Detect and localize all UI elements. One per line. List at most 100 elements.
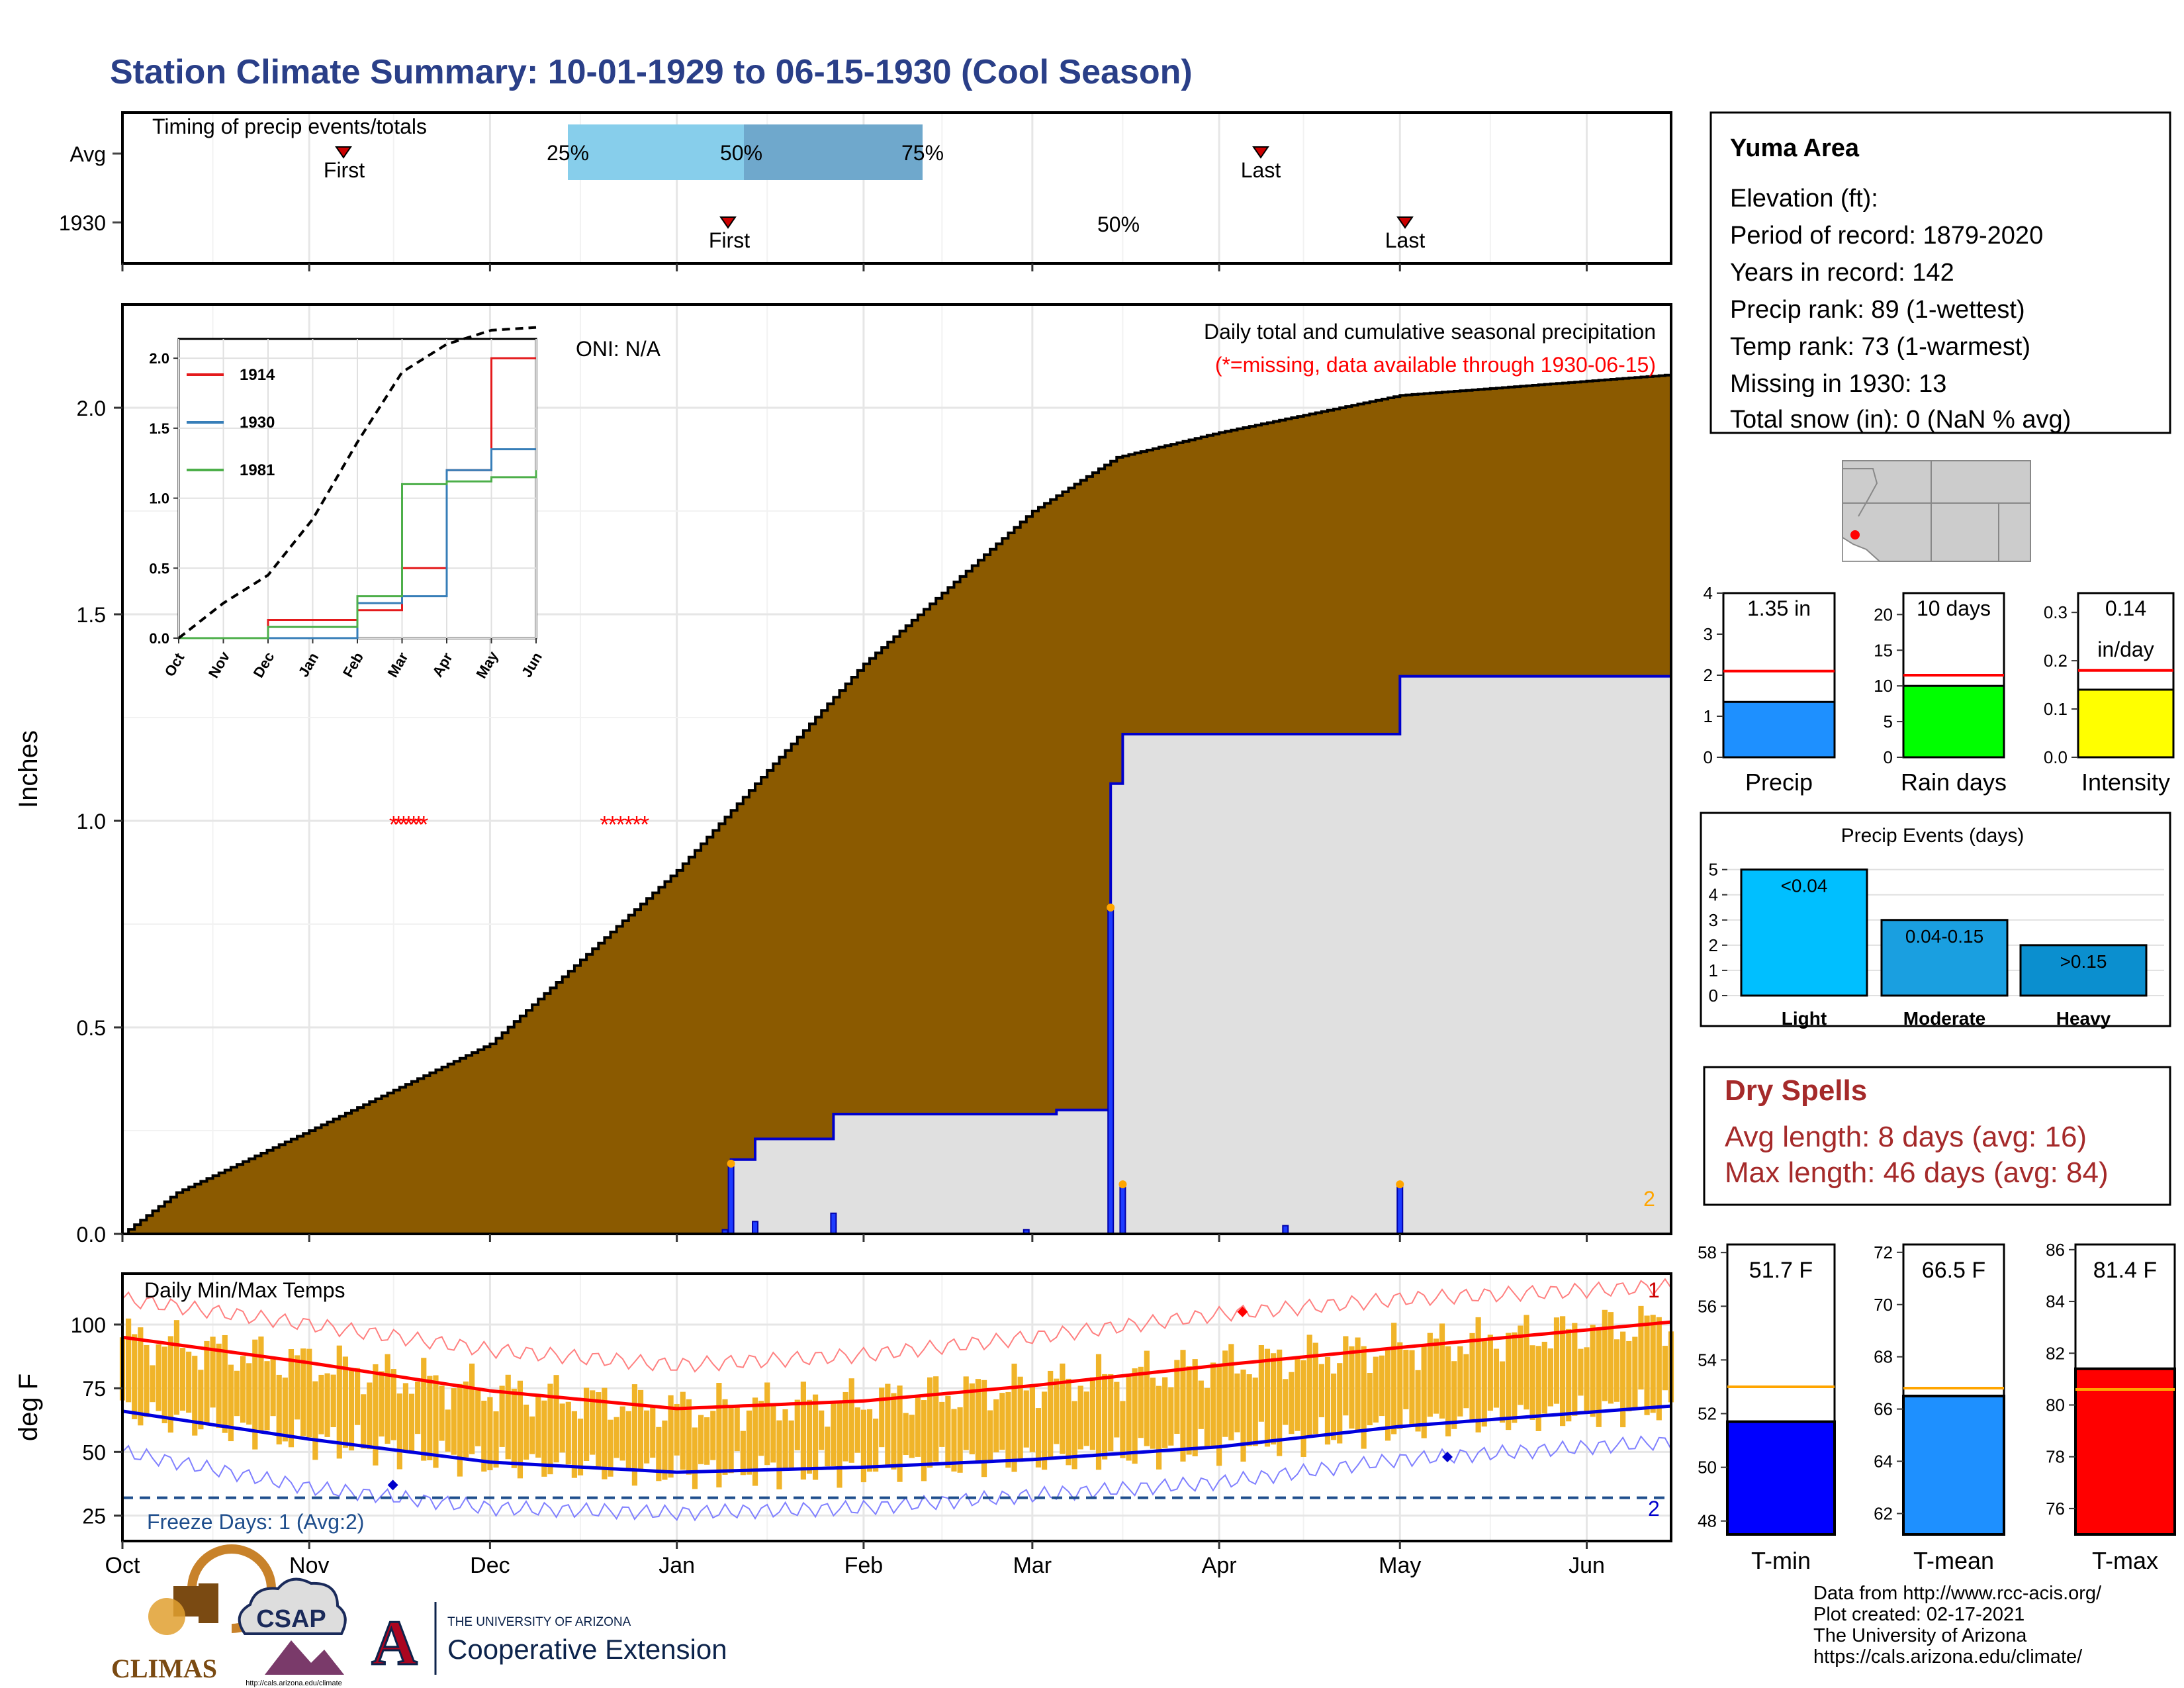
events-y-tick-label: 0 <box>1709 986 1718 1006</box>
inset-x-tick-label: Nov <box>205 648 234 680</box>
daily-temp-bar <box>1373 1356 1379 1423</box>
daily-temp-bar <box>837 1401 842 1488</box>
daily-temp-bar <box>1457 1346 1463 1417</box>
inset-legend-label: 1930 <box>240 414 275 432</box>
precip-events-chart: Precip Events (days) 0 1 2 3 4 5 <0.04 Light 0.0… <box>1700 812 2171 1029</box>
daily-temp-bar <box>1258 1344 1264 1422</box>
temp-ylabel: deg F <box>14 1374 43 1441</box>
quartile-25-label: 25% <box>547 141 589 165</box>
daily-temp-bar <box>565 1401 571 1465</box>
daily-temp-bar <box>1210 1362 1216 1448</box>
daily-temp-bar <box>173 1320 180 1415</box>
daily-temp-bar <box>1180 1350 1186 1462</box>
daily-temp-bar <box>728 1405 734 1474</box>
daily-temp-bar <box>873 1419 879 1472</box>
daily-temp-bar <box>1331 1373 1337 1440</box>
daily-temp-bar <box>1138 1366 1144 1438</box>
daily-temp-bar <box>1590 1325 1596 1417</box>
daily-temp-bar <box>1300 1360 1306 1457</box>
daily-temp-bar <box>1060 1363 1066 1454</box>
daily-temp-bar <box>288 1349 295 1448</box>
daily-temp-bar <box>842 1391 848 1462</box>
missing-marker: * <box>414 811 424 838</box>
daily-temp-bar <box>1095 1354 1102 1470</box>
avg-last-label: Last <box>1241 158 1281 182</box>
dry-spells-avg: Avg length: 8 days (avg: 16) <box>1725 1121 2087 1153</box>
x-tick-label: Apr <box>1202 1553 1237 1578</box>
total-snow: Total snow (in): 0 (NaN % avg) <box>1730 406 2071 434</box>
daily-temp-bar <box>186 1351 192 1413</box>
daily-temp-bar <box>379 1371 385 1437</box>
inset-y-tick-label: 1.0 <box>149 491 169 507</box>
quartile-1930-label: 50% <box>1097 212 1140 236</box>
footer-line-2: Plot created: 02-17-2021 <box>1813 1604 2025 1625</box>
daily-temp-bar <box>758 1401 764 1456</box>
timing-panel-border <box>121 111 1672 265</box>
precip-panel-border <box>121 303 1672 1235</box>
daily-temp-bar <box>933 1376 939 1462</box>
daily-temp-bar <box>511 1388 517 1468</box>
daily-temp-bar <box>746 1410 752 1475</box>
footer-credits: Data from http://www.rcc-acis.org/ Plot … <box>1813 1583 2102 1667</box>
temp-y-tick-label: 68 <box>1874 1347 1893 1367</box>
daily-temp-bar <box>848 1378 854 1463</box>
daily-temp-bar <box>1005 1391 1011 1468</box>
x-tick-label: Jan <box>659 1553 695 1578</box>
page-title: Station Climate Summary: 10-01-1929 to 0… <box>110 53 1193 91</box>
climas-logo: CLIMAS <box>111 1544 276 1683</box>
timing-panel: Timing of precip events/totals Avg 1930 … <box>59 111 1672 271</box>
temp-panel-title: Daily Min/Max Temps <box>144 1278 345 1302</box>
daily-temp-bar <box>608 1419 614 1477</box>
daily-temp-bar <box>1343 1336 1349 1416</box>
daily-temp-bar <box>674 1403 680 1456</box>
dry-spells-title: Dry Spells <box>1725 1074 1867 1107</box>
daily-temp-bar <box>161 1346 167 1424</box>
daily-temp-bar <box>306 1348 312 1438</box>
oni-label: ONI: N/A <box>576 337 661 361</box>
daily-temp-bar <box>999 1393 1005 1450</box>
years-in-record: Years in record: 142 <box>1730 259 1954 287</box>
temp-y-axis: 25 50 75 100 <box>71 1313 122 1528</box>
daily-temp-bar <box>1608 1312 1614 1404</box>
daily-temp-bar <box>1602 1309 1608 1401</box>
temp-y-tick-label: 84 <box>2046 1291 2065 1311</box>
x-tick-label: Jun <box>1569 1553 1605 1578</box>
daily-temp-bar <box>330 1374 336 1428</box>
daily-temp-bar <box>222 1335 228 1433</box>
y-tick-label: 0.5 <box>77 1016 106 1040</box>
daily-temp-bar <box>1584 1347 1590 1413</box>
daily-temp-bar <box>963 1376 969 1450</box>
daily-temp-bar <box>1620 1331 1626 1428</box>
daily-temp-bar <box>987 1410 993 1464</box>
daily-temp-bar <box>1066 1378 1071 1466</box>
inset-y-tick-label: 2.0 <box>149 350 169 367</box>
daily-temp-bar <box>716 1383 722 1487</box>
inset-x-tick-label: Apr <box>429 649 456 680</box>
daily-precip-bar <box>830 1212 837 1235</box>
timing-xticks <box>121 263 1588 271</box>
record-low-line <box>122 1435 1672 1522</box>
daily-temp-bar <box>1114 1382 1120 1438</box>
temp-y-tick-label: 66 <box>1874 1399 1893 1419</box>
daily-temp-bar <box>885 1383 891 1468</box>
summary-value-text: 1.35 in <box>1747 596 1811 620</box>
daily-temp-bar <box>1566 1329 1572 1422</box>
daily-temp-bar <box>831 1401 837 1466</box>
daily-temp-bar <box>698 1415 704 1464</box>
daily-temp-bar <box>1451 1361 1457 1429</box>
daily-temp-bar <box>993 1399 999 1452</box>
daily-temp-bar <box>1469 1333 1475 1423</box>
summary-bar-Rain days <box>1902 684 2005 759</box>
daily-temp-bar <box>1295 1356 1300 1431</box>
daily-temp-bar <box>571 1411 577 1478</box>
daily-temp-bar <box>806 1399 813 1474</box>
daily-temp-bar <box>367 1382 373 1450</box>
missing-marker: * <box>404 811 413 838</box>
events-bar-Moderate <box>1880 919 2009 997</box>
daily-temp-bar <box>192 1356 198 1436</box>
x-tick-label: Dec <box>470 1553 510 1578</box>
events-y-tick-label: 5 <box>1709 860 1718 880</box>
daily-temp-bar <box>939 1401 945 1447</box>
daily-temp-bar <box>927 1377 933 1468</box>
daily-temp-bar <box>1306 1335 1312 1436</box>
